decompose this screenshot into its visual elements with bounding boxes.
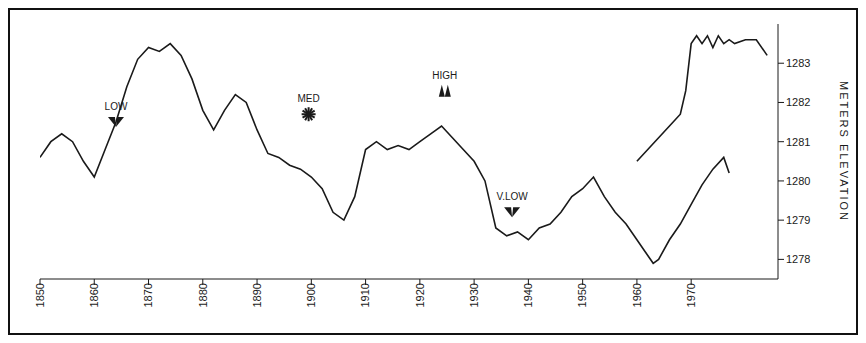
svg-text:V.LOW: V.LOW [496,191,528,202]
svg-text:1940: 1940 [522,283,534,307]
svg-text:1930: 1930 [468,283,480,307]
svg-text:1880: 1880 [197,283,209,307]
svg-text:1870: 1870 [142,283,154,307]
svg-text:1970: 1970 [685,283,697,307]
svg-text:1283: 1283 [786,57,810,69]
svg-text:1278: 1278 [786,253,810,265]
svg-text:1850: 1850 [34,283,46,307]
svg-text:1282: 1282 [786,96,810,108]
svg-text:1860: 1860 [88,283,100,307]
svg-text:1960: 1960 [631,283,643,307]
svg-text:1279: 1279 [786,214,810,226]
svg-text:LOW: LOW [105,101,128,112]
svg-text:1890: 1890 [251,283,263,307]
svg-text:1910: 1910 [359,283,371,307]
svg-text:1900: 1900 [305,283,317,307]
svg-text:1920: 1920 [414,283,426,307]
svg-text:METERS ELEVATION: METERS ELEVATION [838,81,850,222]
svg-text:HIGH: HIGH [432,70,457,81]
svg-text:1281: 1281 [786,136,810,148]
svg-text:1280: 1280 [786,175,810,187]
svg-text:MED: MED [297,93,319,104]
svg-text:1950: 1950 [576,283,588,307]
